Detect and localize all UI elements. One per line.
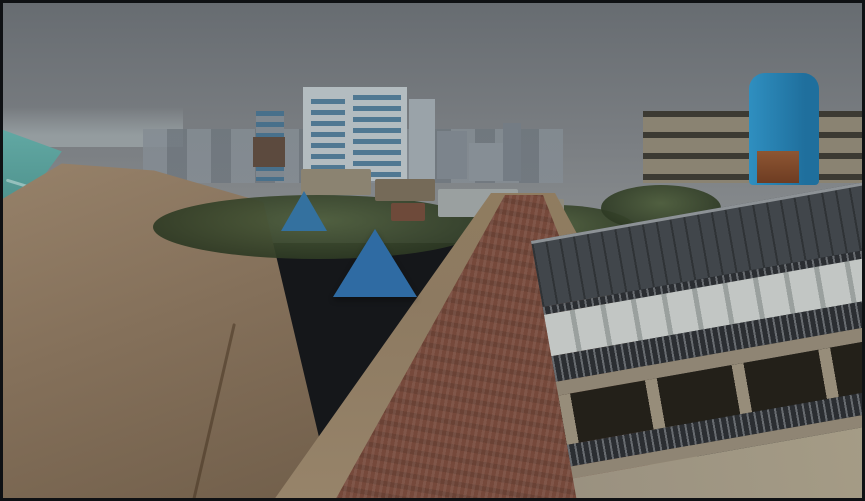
hotel-windows (311, 99, 345, 177)
shop-roof (375, 179, 435, 201)
hotel-building (303, 87, 407, 181)
grass-patch (617, 465, 707, 498)
highrise-building (503, 123, 521, 181)
brown-building (253, 137, 285, 167)
rooftop-equipment (757, 151, 799, 183)
shop-roof (391, 203, 425, 221)
highrise-building (409, 99, 435, 179)
shop-roof (301, 169, 371, 195)
hotel-windows (353, 95, 401, 179)
shrub (563, 433, 609, 498)
lifeguard-tower (40, 202, 51, 214)
highrise-building (437, 131, 467, 179)
lifeguard-tower (98, 170, 113, 179)
gazebo-roof (333, 229, 417, 297)
highrise-building (469, 143, 503, 181)
grass-patch (813, 475, 862, 498)
gazebo-roof (281, 191, 327, 231)
